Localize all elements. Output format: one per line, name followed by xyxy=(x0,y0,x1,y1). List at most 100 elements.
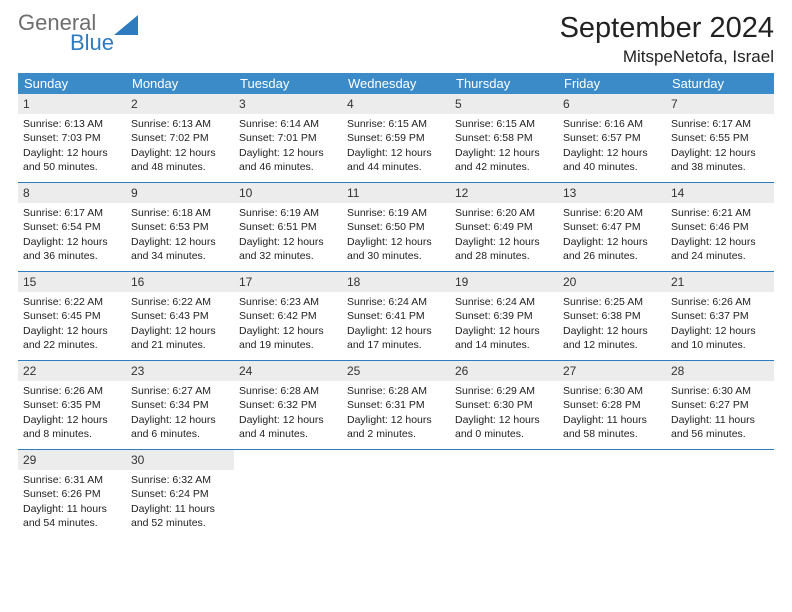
day-number: 17 xyxy=(234,272,342,292)
day-body: Sunrise: 6:29 AMSunset: 6:30 PMDaylight:… xyxy=(450,381,558,445)
day-cell: 27Sunrise: 6:30 AMSunset: 6:28 PMDayligh… xyxy=(558,361,666,449)
day-number: 11 xyxy=(342,183,450,203)
day-number: 15 xyxy=(18,272,126,292)
sunset: Sunset: 6:58 PM xyxy=(455,131,553,145)
sunset: Sunset: 6:57 PM xyxy=(563,131,661,145)
weekday-tue: Tuesday xyxy=(234,73,342,94)
day-number: 16 xyxy=(126,272,234,292)
daylight-line1: Daylight: 12 hours xyxy=(671,146,769,160)
sunset: Sunset: 6:30 PM xyxy=(455,398,553,412)
daylight-line1: Daylight: 11 hours xyxy=(563,413,661,427)
day-cell: 24Sunrise: 6:28 AMSunset: 6:32 PMDayligh… xyxy=(234,361,342,449)
weekday-row: Sunday Monday Tuesday Wednesday Thursday… xyxy=(18,73,774,94)
day-body: Sunrise: 6:24 AMSunset: 6:41 PMDaylight:… xyxy=(342,292,450,356)
sunset: Sunset: 6:34 PM xyxy=(131,398,229,412)
week-row: 8Sunrise: 6:17 AMSunset: 6:54 PMDaylight… xyxy=(18,182,774,271)
day-cell: . xyxy=(666,450,774,538)
day-number: 23 xyxy=(126,361,234,381)
day-number: 14 xyxy=(666,183,774,203)
day-number: 2 xyxy=(126,94,234,114)
day-cell: 26Sunrise: 6:29 AMSunset: 6:30 PMDayligh… xyxy=(450,361,558,449)
day-body: Sunrise: 6:17 AMSunset: 6:54 PMDaylight:… xyxy=(18,203,126,267)
day-cell: 19Sunrise: 6:24 AMSunset: 6:39 PMDayligh… xyxy=(450,272,558,360)
daylight-line1: Daylight: 11 hours xyxy=(131,502,229,516)
day-number: 7 xyxy=(666,94,774,114)
day-cell: 4 Sunrise: 6:15 AMSunset: 6:59 PMDaylight… xyxy=(342,94,450,182)
sunset: Sunset: 6:42 PM xyxy=(239,309,337,323)
sunset: Sunset: 6:49 PM xyxy=(455,220,553,234)
sunrise: Sunrise: 6:30 AM xyxy=(671,384,769,398)
daylight-line1: Daylight: 12 hours xyxy=(131,146,229,160)
sunset: Sunset: 7:01 PM xyxy=(239,131,337,145)
sunrise: Sunrise: 6:16 AM xyxy=(563,117,661,131)
daylight-line1: Daylight: 12 hours xyxy=(23,324,121,338)
day-cell: 17Sunrise: 6:23 AMSunset: 6:42 PMDayligh… xyxy=(234,272,342,360)
daylight-line1: Daylight: 12 hours xyxy=(239,324,337,338)
day-cell: 14Sunrise: 6:21 AMSunset: 6:46 PMDayligh… xyxy=(666,183,774,271)
sunset: Sunset: 6:31 PM xyxy=(347,398,445,412)
sunrise: Sunrise: 6:20 AM xyxy=(563,206,661,220)
sunrise: Sunrise: 6:14 AM xyxy=(239,117,337,131)
sunrise: Sunrise: 6:26 AM xyxy=(671,295,769,309)
sunrise: Sunrise: 6:25 AM xyxy=(563,295,661,309)
daylight-line2: and 58 minutes. xyxy=(563,427,661,441)
title-block: September 2024 MitspeNetofa, Israel xyxy=(560,12,774,67)
weeks-container: 1Sunrise: 6:13 AMSunset: 7:03 PMDaylight… xyxy=(18,94,774,538)
sunrise: Sunrise: 6:31 AM xyxy=(23,473,121,487)
sunset: Sunset: 6:54 PM xyxy=(23,220,121,234)
day-body: Sunrise: 6:26 AMSunset: 6:35 PMDaylight:… xyxy=(18,381,126,445)
sunrise: Sunrise: 6:13 AM xyxy=(23,117,121,131)
daylight-line2: and 34 minutes. xyxy=(131,249,229,263)
sunset: Sunset: 6:39 PM xyxy=(455,309,553,323)
daylight-line2: and 36 minutes. xyxy=(23,249,121,263)
daylight-line1: Daylight: 12 hours xyxy=(455,235,553,249)
calendar: Sunday Monday Tuesday Wednesday Thursday… xyxy=(18,73,774,538)
daylight-line1: Daylight: 12 hours xyxy=(563,146,661,160)
day-body: Sunrise: 6:19 AMSunset: 6:51 PMDaylight:… xyxy=(234,203,342,267)
sunset: Sunset: 6:38 PM xyxy=(563,309,661,323)
sunrise: Sunrise: 6:22 AM xyxy=(131,295,229,309)
daylight-line1: Daylight: 12 hours xyxy=(347,146,445,160)
day-cell: 2Sunrise: 6:13 AMSunset: 7:02 PMDaylight… xyxy=(126,94,234,182)
daylight-line2: and 12 minutes. xyxy=(563,338,661,352)
daylight-line2: and 44 minutes. xyxy=(347,160,445,174)
sunrise: Sunrise: 6:13 AM xyxy=(131,117,229,131)
day-number: 29 xyxy=(18,450,126,470)
daylight-line2: and 52 minutes. xyxy=(131,516,229,530)
daylight-line2: and 54 minutes. xyxy=(23,516,121,530)
daylight-line2: and 10 minutes. xyxy=(671,338,769,352)
sunset: Sunset: 6:51 PM xyxy=(239,220,337,234)
sunset: Sunset: 6:26 PM xyxy=(23,487,121,501)
sunrise: Sunrise: 6:29 AM xyxy=(455,384,553,398)
week-row: 1Sunrise: 6:13 AMSunset: 7:03 PMDaylight… xyxy=(18,94,774,182)
day-number: 6 xyxy=(558,94,666,114)
day-number: 30 xyxy=(126,450,234,470)
sunset: Sunset: 6:50 PM xyxy=(347,220,445,234)
day-number: 3 xyxy=(234,94,342,114)
daylight-line1: Daylight: 12 hours xyxy=(347,413,445,427)
day-number: 5 xyxy=(450,94,558,114)
sunset: Sunset: 6:53 PM xyxy=(131,220,229,234)
day-body: Sunrise: 6:17 AMSunset: 6:55 PMDaylight:… xyxy=(666,114,774,178)
daylight-line2: and 24 minutes. xyxy=(671,249,769,263)
day-body: Sunrise: 6:24 AMSunset: 6:39 PMDaylight:… xyxy=(450,292,558,356)
day-number: 4 xyxy=(342,94,450,114)
sunrise: Sunrise: 6:15 AM xyxy=(347,117,445,131)
daylight-line2: and 46 minutes. xyxy=(239,160,337,174)
sunrise: Sunrise: 6:30 AM xyxy=(563,384,661,398)
day-cell: 9Sunrise: 6:18 AMSunset: 6:53 PMDaylight… xyxy=(126,183,234,271)
sunrise: Sunrise: 6:20 AM xyxy=(455,206,553,220)
day-cell: 22Sunrise: 6:26 AMSunset: 6:35 PMDayligh… xyxy=(18,361,126,449)
sunset: Sunset: 6:59 PM xyxy=(347,131,445,145)
sunrise: Sunrise: 6:28 AM xyxy=(347,384,445,398)
daylight-line1: Daylight: 12 hours xyxy=(455,146,553,160)
day-cell: 23Sunrise: 6:27 AMSunset: 6:34 PMDayligh… xyxy=(126,361,234,449)
day-body: Sunrise: 6:23 AMSunset: 6:42 PMDaylight:… xyxy=(234,292,342,356)
daylight-line1: Daylight: 12 hours xyxy=(23,413,121,427)
day-number: 8 xyxy=(18,183,126,203)
sunrise: Sunrise: 6:22 AM xyxy=(23,295,121,309)
day-cell: 8Sunrise: 6:17 AMSunset: 6:54 PMDaylight… xyxy=(18,183,126,271)
day-body: Sunrise: 6:15 AMSunset: 6:58 PMDaylight:… xyxy=(450,114,558,178)
day-number: 13 xyxy=(558,183,666,203)
day-body: Sunrise: 6:28 AMSunset: 6:31 PMDaylight:… xyxy=(342,381,450,445)
